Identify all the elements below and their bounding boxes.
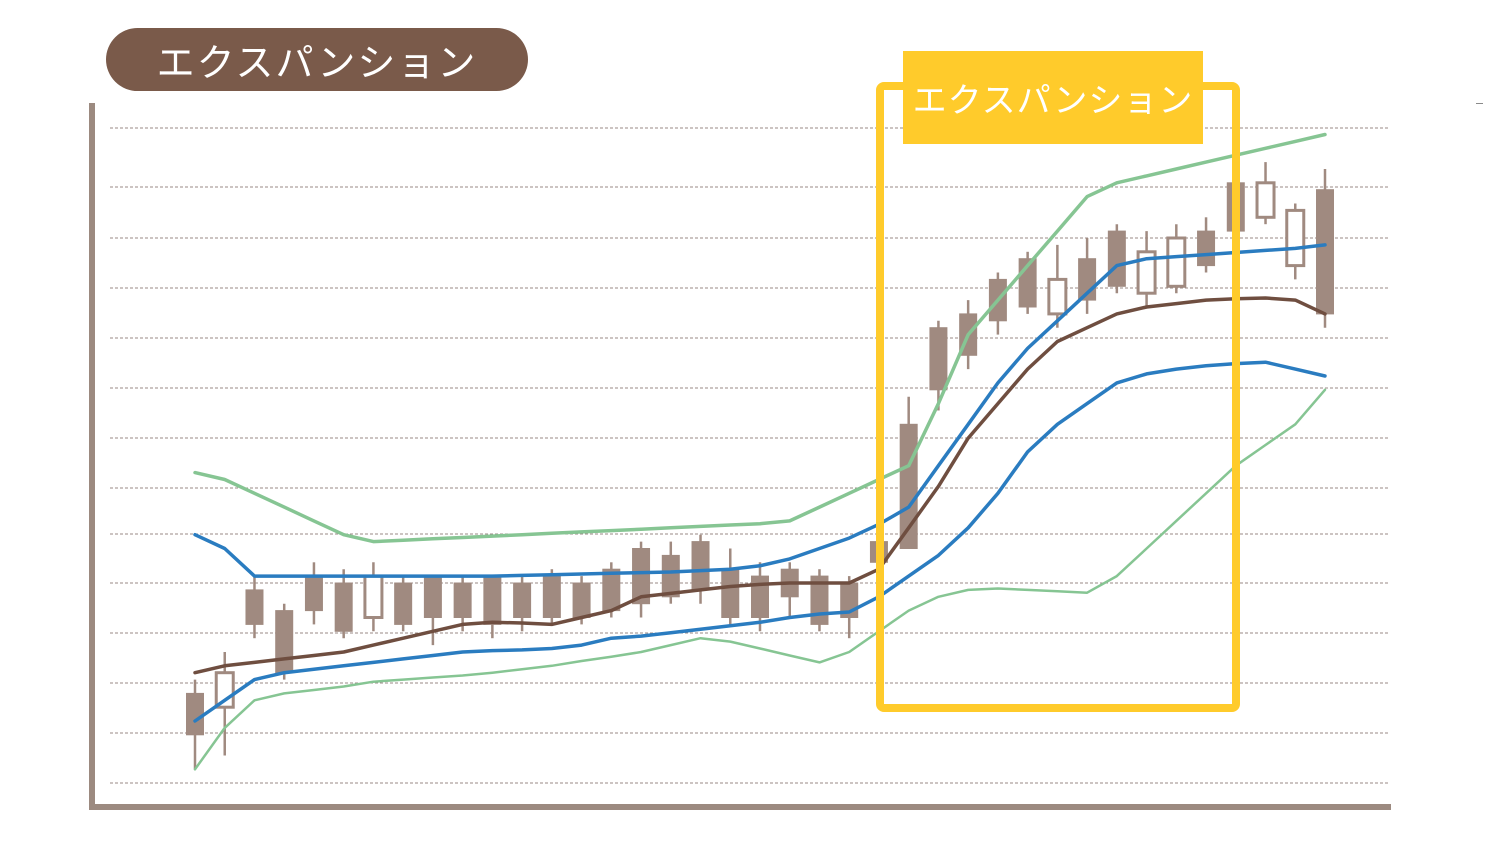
candle-body-8 — [423, 575, 442, 618]
bands — [193, 132, 1327, 771]
candle-body-13 — [572, 582, 591, 618]
candle-body-17 — [691, 541, 710, 591]
candle-body-37 — [1285, 208, 1306, 268]
chart-title-pill: エクスパンション — [106, 28, 528, 91]
candle-body-10 — [483, 575, 502, 625]
candle-body-7 — [394, 582, 413, 625]
candle-body-6 — [363, 574, 384, 619]
band-line-upper2 — [193, 132, 1327, 544]
candle-body-31 — [1107, 230, 1126, 287]
band-line-middle — [193, 296, 1327, 675]
expansion-callout-label: エクスパンション — [912, 81, 1194, 121]
candle-body-16 — [661, 554, 680, 598]
edge-tick — [1476, 103, 1483, 104]
band-line-lower2 — [193, 388, 1327, 771]
expansion-callout: エクスパンション — [903, 51, 1203, 144]
candle-body-11 — [513, 582, 532, 618]
candle-body-18 — [721, 568, 740, 619]
candle-body-15 — [632, 548, 651, 605]
candle-body-12 — [542, 575, 561, 618]
candle-body-0 — [186, 692, 204, 736]
chart-title: エクスパンション — [156, 41, 478, 85]
candle-body-34 — [1197, 230, 1216, 267]
candle-body-14 — [602, 568, 621, 612]
candle-body-29 — [1047, 277, 1068, 316]
candle-body-25 — [929, 327, 948, 391]
candles — [186, 162, 1334, 770]
candle-body-32 — [1136, 250, 1157, 295]
candle-body-33 — [1166, 236, 1187, 288]
candle-body-9 — [453, 582, 472, 618]
candle-body-2 — [245, 589, 264, 625]
band-line-upper1 — [193, 243, 1327, 578]
candle-body-38 — [1316, 189, 1334, 315]
candle-body-19 — [751, 575, 769, 618]
axes — [89, 103, 1391, 810]
candle-body-36 — [1255, 181, 1276, 219]
candle-body-3 — [275, 610, 294, 674]
band-line-lower1 — [193, 360, 1327, 723]
expansion-highlight-box — [876, 82, 1240, 712]
candle-body-4 — [304, 575, 323, 612]
candle-body-5 — [334, 582, 353, 632]
